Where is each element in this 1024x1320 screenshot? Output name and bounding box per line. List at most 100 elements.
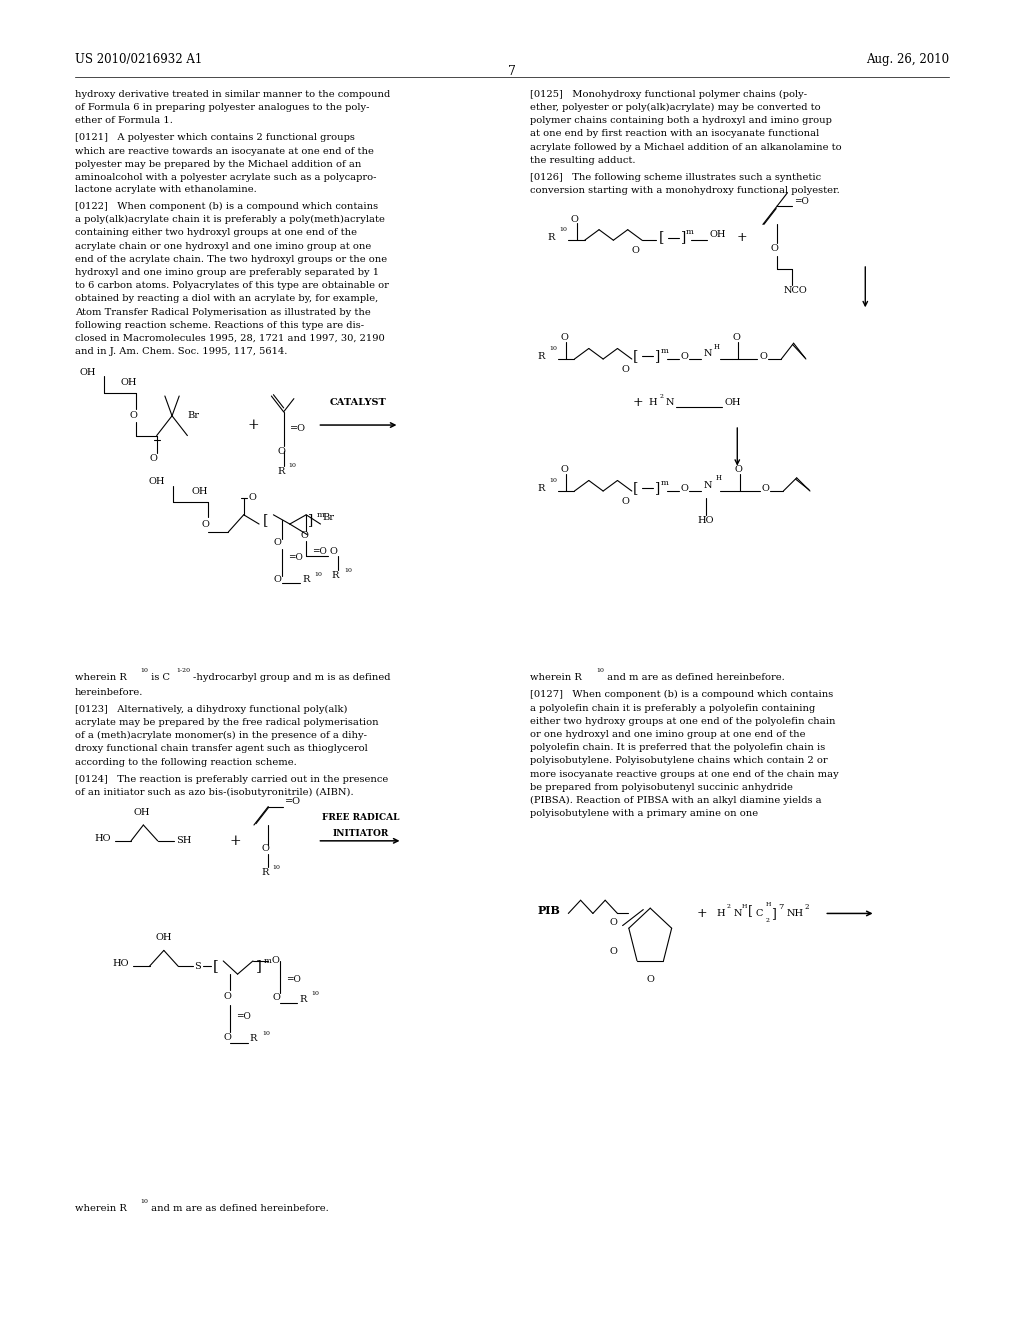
Text: a poly(alk)acrylate chain it is preferably a poly(meth)acrylate: a poly(alk)acrylate chain it is preferab… (75, 215, 385, 224)
Text: polyisobutylene. Polyisobutylene chains which contain 2 or: polyisobutylene. Polyisobutylene chains … (530, 756, 828, 766)
Text: =O: =O (286, 975, 301, 983)
Text: O: O (249, 494, 257, 502)
Text: of an initiator such as azo bis-(isobutyronitrile) (AIBN).: of an initiator such as azo bis-(isobuty… (75, 788, 353, 797)
Text: HO: HO (94, 834, 111, 842)
Text: +: + (229, 834, 242, 847)
Text: 7: 7 (778, 903, 783, 911)
Text: ]: ] (308, 513, 313, 527)
Text: +: + (696, 907, 707, 920)
Text: 10: 10 (140, 668, 148, 673)
Text: ]: ] (681, 231, 686, 244)
Text: 10: 10 (596, 668, 604, 673)
Text: R: R (250, 1035, 257, 1043)
Text: 1-20: 1-20 (176, 668, 190, 673)
Text: R: R (278, 467, 285, 475)
Text: R: R (538, 484, 545, 492)
Text: O: O (300, 532, 308, 540)
Text: OH: OH (80, 368, 96, 376)
Text: [0125]   Monohydroxy functional polymer chains (poly-: [0125] Monohydroxy functional polymer ch… (530, 90, 808, 99)
Text: 10: 10 (140, 1199, 148, 1204)
Text: m: m (660, 479, 669, 487)
Text: OH: OH (725, 399, 741, 407)
Text: according to the following reaction scheme.: according to the following reaction sche… (75, 758, 297, 767)
Text: HO: HO (113, 960, 129, 968)
Text: O: O (570, 215, 579, 223)
Text: OH: OH (710, 231, 726, 239)
Text: N: N (703, 482, 712, 490)
Text: O: O (646, 975, 654, 983)
Text: =O: =O (312, 548, 328, 556)
Text: [: [ (213, 960, 219, 973)
Text: 7: 7 (508, 65, 516, 78)
Text: HO: HO (697, 516, 714, 524)
Text: ether, polyester or poly(alk)acrylate) may be converted to: ether, polyester or poly(alk)acrylate) m… (530, 103, 821, 112)
Text: NH: NH (786, 909, 804, 917)
Text: R: R (302, 576, 309, 583)
Text: O: O (770, 244, 778, 252)
Text: at one end by first reaction with an isocyanate functional: at one end by first reaction with an iso… (530, 129, 819, 139)
Text: O: O (622, 366, 630, 374)
Text: hydroxyl and one imino group are preferably separated by 1: hydroxyl and one imino group are prefera… (75, 268, 379, 277)
Text: -hydrocarbyl group and m is as defined: -hydrocarbyl group and m is as defined (193, 673, 390, 682)
Text: [: [ (658, 231, 664, 244)
Text: of a (meth)acrylate monomer(s) in the presence of a dihy-: of a (meth)acrylate monomer(s) in the pr… (75, 731, 367, 741)
Text: O: O (760, 352, 768, 360)
Text: =O: =O (237, 1012, 252, 1020)
Text: OH: OH (156, 933, 172, 942)
Text: [0124]   The reaction is preferably carried out in the presence: [0124] The reaction is preferably carrie… (75, 775, 388, 784)
Text: m: m (686, 228, 694, 236)
Text: =O: =O (285, 797, 301, 805)
Text: S: S (195, 962, 202, 970)
Text: acrylate chain or one hydroxyl and one imino group at one: acrylate chain or one hydroxyl and one i… (75, 242, 371, 251)
Text: O: O (271, 957, 280, 965)
Text: [: [ (748, 904, 753, 917)
Text: wherein R: wherein R (75, 673, 127, 682)
Text: PIB: PIB (538, 906, 560, 916)
Text: be prepared from polyisobutenyl succinic anhydride: be prepared from polyisobutenyl succinic… (530, 783, 794, 792)
Text: polyisobutylene with a primary amine on one: polyisobutylene with a primary amine on … (530, 809, 759, 818)
Text: +: + (247, 418, 259, 432)
Text: C: C (756, 909, 763, 917)
Text: O: O (632, 247, 640, 255)
Text: FREE RADICAL: FREE RADICAL (322, 813, 399, 822)
Text: hereinbefore.: hereinbefore. (75, 688, 143, 697)
Text: O: O (278, 447, 286, 455)
Text: O: O (560, 334, 568, 342)
Text: H: H (714, 343, 720, 351)
Text: lactone acrylate with ethanolamine.: lactone acrylate with ethanolamine. (75, 185, 256, 194)
Text: INITIATOR: INITIATOR (333, 829, 388, 838)
Text: obtained by reacting a diol with an acrylate by, for example,: obtained by reacting a diol with an acry… (75, 294, 378, 304)
Text: hydroxy derivative treated in similar manner to the compound: hydroxy derivative treated in similar ma… (75, 90, 390, 99)
Text: ]: ] (256, 960, 262, 973)
Text: OH: OH (191, 487, 208, 495)
Text: containing either two hydroxyl groups at one end of the: containing either two hydroxyl groups at… (75, 228, 356, 238)
Text: 2: 2 (659, 393, 664, 399)
Text: polyester may be prepared by the Michael addition of an: polyester may be prepared by the Michael… (75, 160, 361, 169)
Text: 10: 10 (289, 463, 297, 469)
Text: R: R (299, 995, 306, 1003)
Text: ]: ] (655, 350, 660, 363)
Text: polyolefin chain. It is preferred that the polyolefin chain is: polyolefin chain. It is preferred that t… (530, 743, 825, 752)
Text: +: + (633, 396, 643, 409)
Text: O: O (273, 539, 282, 546)
Text: 10: 10 (262, 1031, 270, 1036)
Text: 10: 10 (272, 865, 281, 870)
Text: and in J. Am. Chem. Soc. 1995, 117, 5614.: and in J. Am. Chem. Soc. 1995, 117, 5614… (75, 347, 287, 356)
Text: O: O (223, 993, 231, 1001)
Text: following reaction scheme. Reactions of this type are dis-: following reaction scheme. Reactions of … (75, 321, 364, 330)
Text: m: m (316, 511, 325, 519)
Text: Aug. 26, 2010: Aug. 26, 2010 (866, 53, 949, 66)
Text: more isocyanate reactive groups at one end of the chain may: more isocyanate reactive groups at one e… (530, 770, 840, 779)
Text: [0123]   Alternatively, a dihydroxy functional poly(alk): [0123] Alternatively, a dihydroxy functi… (75, 705, 347, 714)
Text: O: O (261, 845, 269, 853)
Text: =O: =O (794, 198, 809, 206)
Text: 10: 10 (311, 991, 319, 997)
Text: H: H (717, 909, 725, 917)
Text: [: [ (633, 350, 638, 363)
Text: [0127]   When component (b) is a compound which contains: [0127] When component (b) is a compound … (530, 690, 834, 700)
Text: closed in Macromolecules 1995, 28, 1721 and 1997, 30, 2190: closed in Macromolecules 1995, 28, 1721 … (75, 334, 384, 343)
Text: [: [ (263, 513, 268, 527)
Text: H: H (741, 904, 746, 909)
Text: conversion starting with a monohydroxy functional polyester.: conversion starting with a monohydroxy f… (530, 186, 840, 195)
Text: 10: 10 (549, 346, 557, 351)
